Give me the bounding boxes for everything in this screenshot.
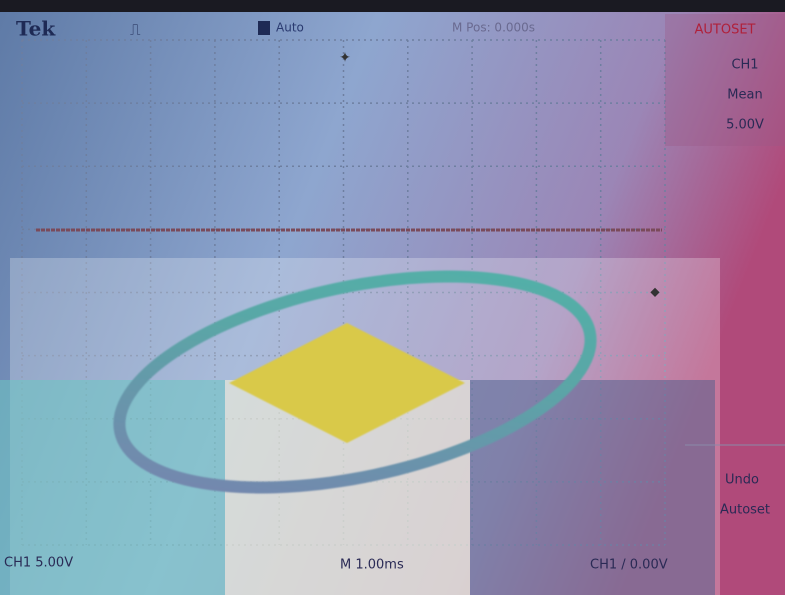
menu-item-line[interactable]: Mean [727,88,762,103]
menu-item-line[interactable]: CH1 [731,58,758,73]
trigger-readout: CH1 / 0.00V [590,558,668,573]
horizontal-position: M Pos: 0.000s [452,21,535,35]
menu-item-line[interactable]: Undo [725,473,759,488]
scope-screen: ✦ ◆ Tek ⎍ Auto M Pos: 0.000s AUTOSET CH1… [0,0,785,595]
menu-item-line[interactable]: Autoset [720,503,770,518]
trigger-level-marker: ◆ [650,285,660,299]
brand: Tek [16,17,56,41]
trigger-mode: Auto [276,21,304,35]
time-scale: M 1.00ms [340,558,404,573]
bezel [0,0,785,12]
menu-item-line[interactable]: 5.00V [726,118,764,133]
trigger-status-icon [258,21,270,35]
trigger-position-marker: ✦ [339,50,351,66]
side-menu-title: AUTOSET [695,23,756,38]
channel-scale: CH1 5.00V [4,556,73,571]
acquisition-icon: ⎍ [130,21,141,39]
page: ✦ ◆ Tek ⎍ Auto M Pos: 0.000s AUTOSET CH1… [0,0,785,595]
